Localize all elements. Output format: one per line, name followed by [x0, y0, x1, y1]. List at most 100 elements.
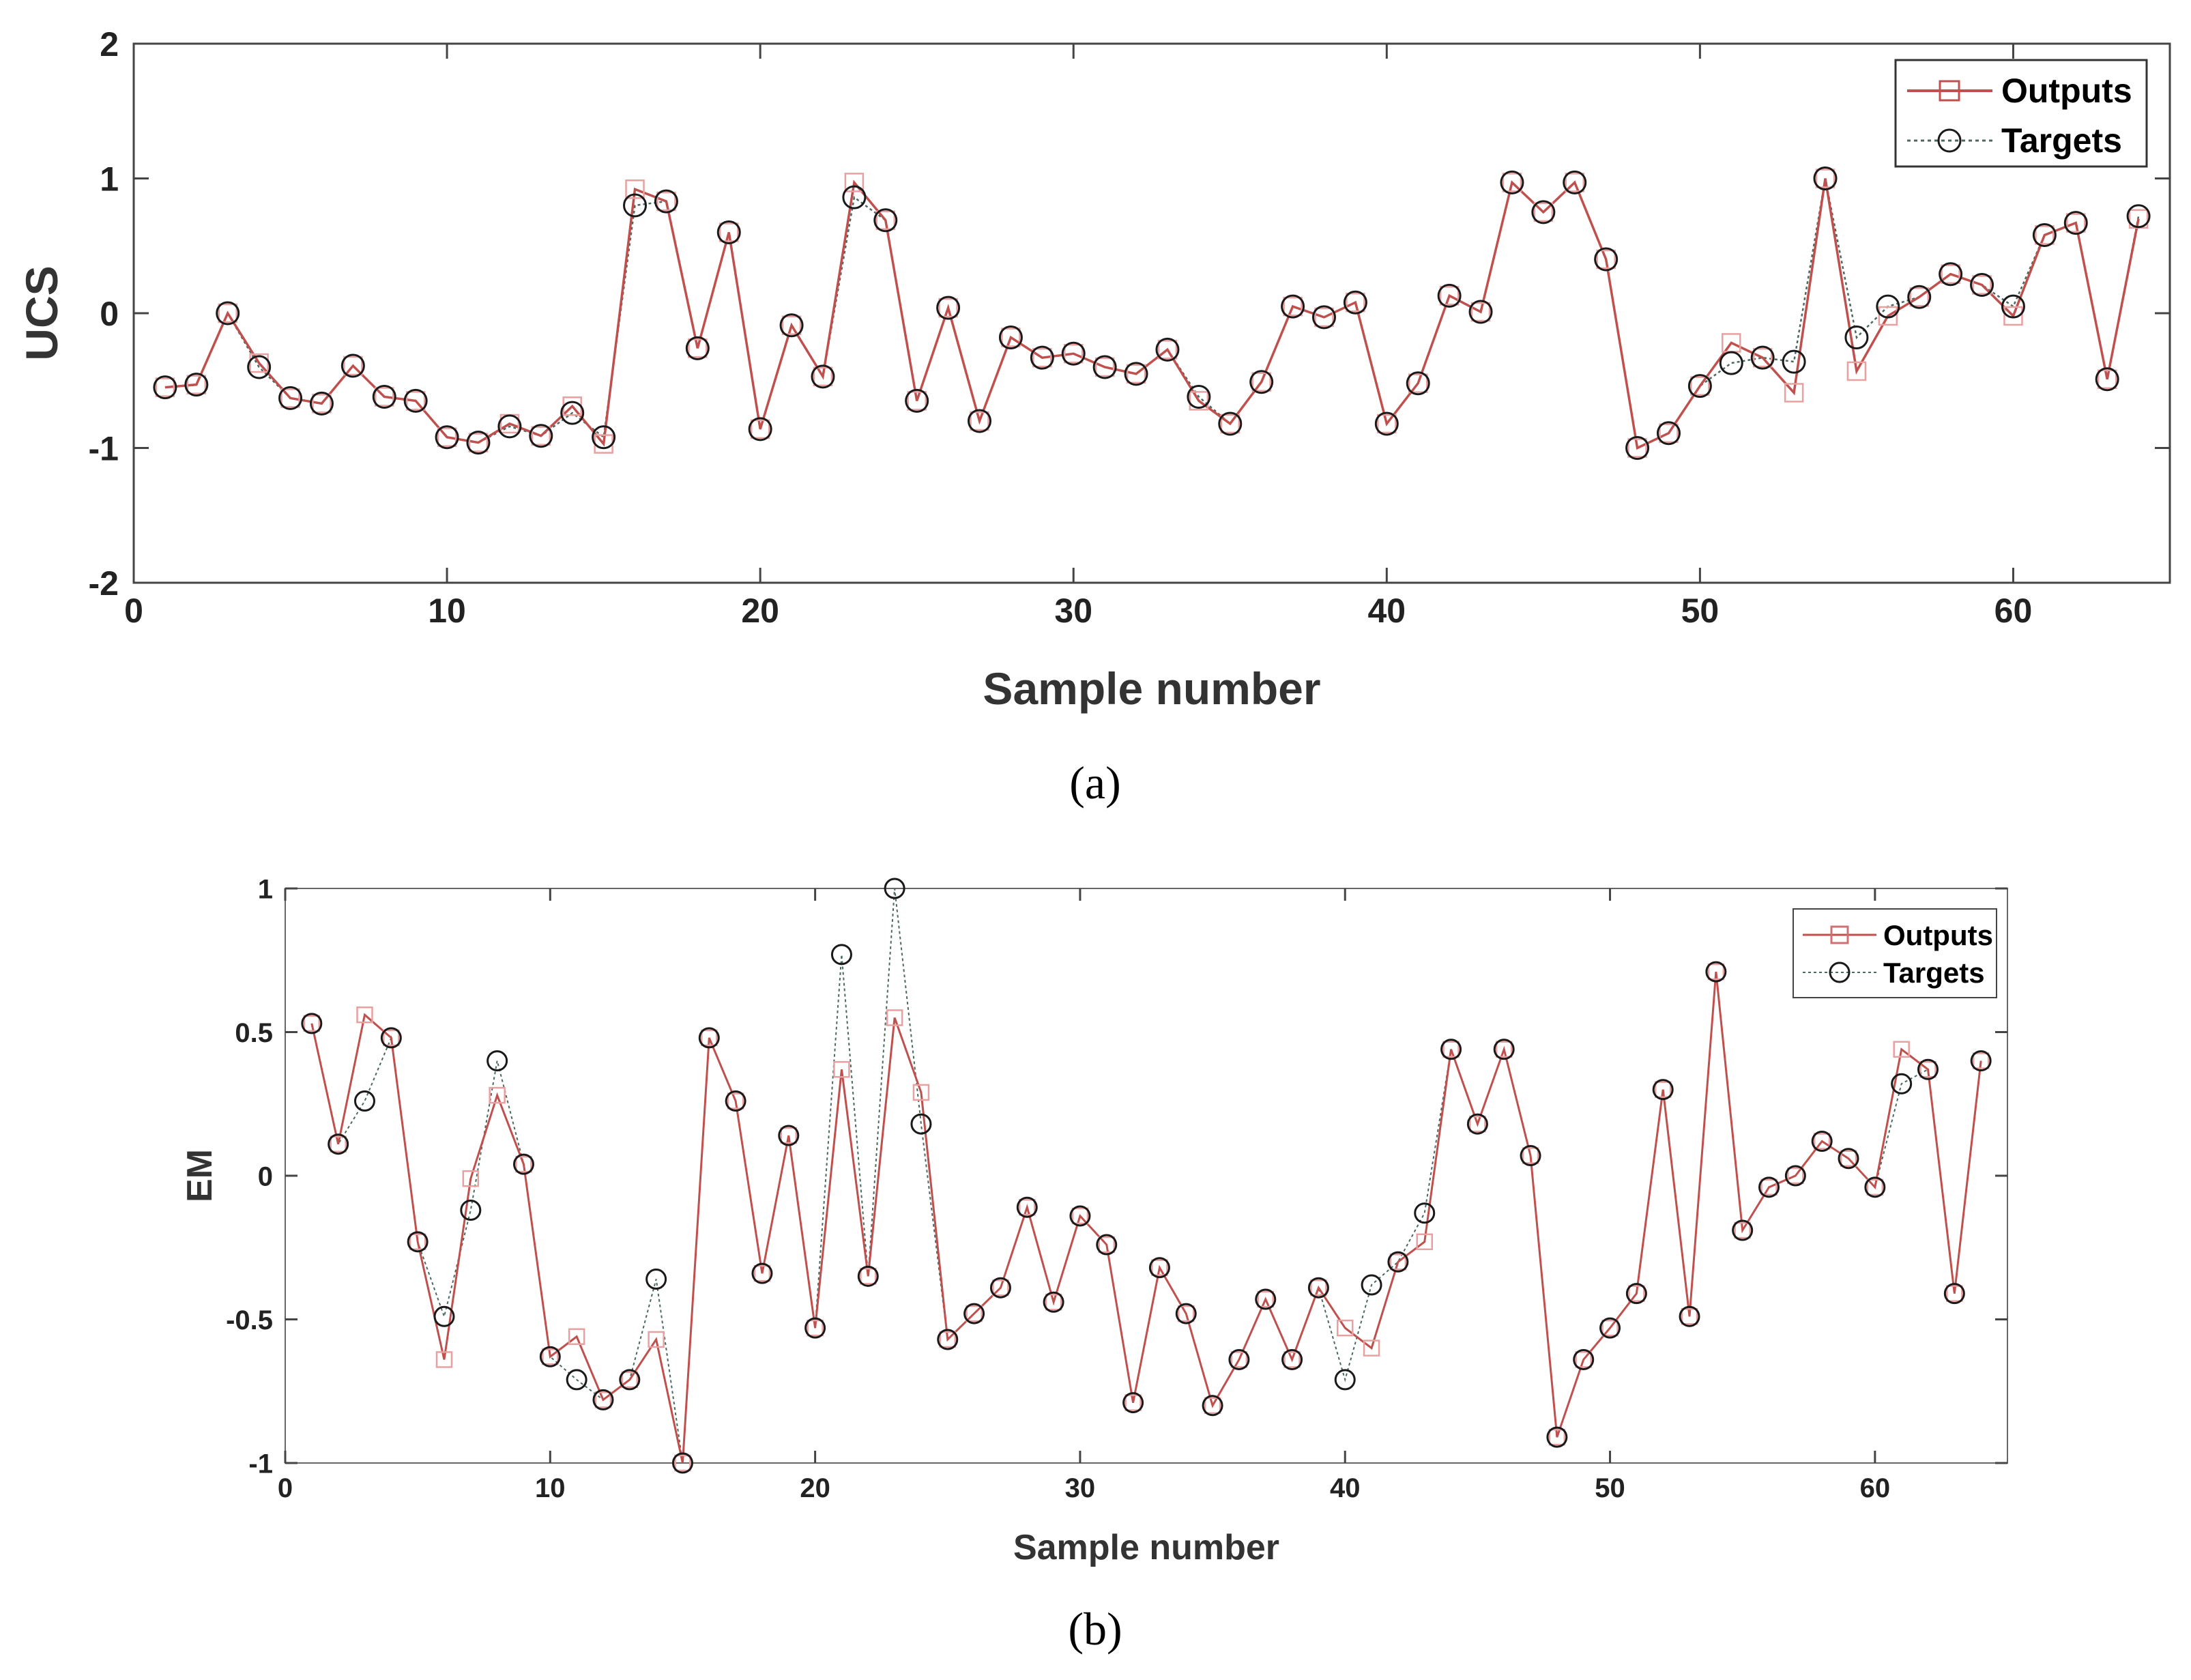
targets-point [1437, 283, 1462, 308]
outputs-point [1220, 414, 1240, 434]
targets-point [936, 295, 961, 320]
outputs-point [1946, 1285, 1963, 1302]
legend-outputs-label-a: Outputs [2001, 72, 2132, 110]
targets-point [778, 1125, 800, 1146]
targets-point [353, 1090, 375, 1112]
y-tick-label: 1 [100, 160, 119, 199]
targets-point [910, 1113, 932, 1135]
targets-point [1594, 247, 1619, 272]
outputs-point [1416, 1233, 1433, 1251]
targets-point [497, 414, 522, 439]
targets-point [1281, 294, 1305, 319]
y-tick-label: 0 [258, 1161, 273, 1191]
outputs-point [1601, 1319, 1619, 1337]
outputs-point [1681, 1308, 1698, 1325]
targets-point [560, 401, 585, 425]
targets-point [1043, 1291, 1064, 1313]
outputs-point [1972, 1052, 1990, 1069]
targets-point [2032, 222, 2057, 247]
targets-point [2001, 294, 2025, 319]
outputs-point [1001, 328, 1021, 347]
legend-b: Outputs Targets [1793, 908, 1997, 998]
targets-point [1343, 290, 1367, 315]
targets-point [1652, 1079, 1674, 1101]
targets-point [1625, 436, 1650, 460]
targets-point [592, 425, 616, 450]
y-tick-label: -0.5 [226, 1305, 273, 1335]
targets-point [487, 1050, 508, 1072]
targets-point [1917, 1058, 1939, 1080]
outputs-point [938, 298, 958, 318]
targets-point [153, 375, 177, 400]
x-axis-label-a: Sample number [983, 663, 1320, 714]
y-tick-label: 0.5 [235, 1018, 273, 1048]
outputs-point [1734, 1221, 1751, 1239]
y-tick-label: 1 [258, 874, 273, 904]
outputs-point [568, 1328, 585, 1346]
targets-point [698, 1027, 720, 1049]
y-tick-label: 0 [100, 295, 119, 333]
targets-point [1719, 351, 1743, 375]
outputs-point [249, 353, 269, 373]
outputs-point [1654, 1081, 1672, 1098]
targets-point [1030, 345, 1054, 370]
targets-point [968, 409, 992, 433]
outputs-point [833, 1060, 850, 1078]
outputs-point [1469, 1115, 1486, 1133]
outputs-point [356, 1006, 373, 1024]
targets-point [1311, 305, 1336, 330]
x-tick-label: 20 [800, 1473, 830, 1503]
outputs-point [1251, 372, 1271, 392]
outputs-point [1470, 302, 1491, 322]
outputs-point [1098, 1236, 1116, 1254]
targets-point [403, 388, 428, 413]
targets-point [1625, 1283, 1647, 1305]
outputs-point [1363, 1339, 1380, 1357]
targets-point [1656, 421, 1681, 446]
legend-outputs-label-b: Outputs [1883, 919, 1993, 951]
targets-point [529, 424, 553, 448]
outputs-point [1760, 1178, 1778, 1196]
targets-point [1970, 273, 1994, 298]
outputs-point [1784, 383, 1804, 403]
targets-point [380, 1027, 402, 1049]
targets-point [1750, 345, 1775, 370]
outputs-point [312, 394, 332, 414]
targets-point [1732, 1219, 1754, 1241]
outputs-point [886, 1009, 903, 1026]
targets-point [372, 384, 396, 409]
targets-point [247, 355, 272, 379]
outputs-point [1752, 347, 1773, 368]
targets-point [884, 878, 905, 899]
targets-point [2126, 204, 2151, 229]
outputs-point [2003, 306, 2023, 326]
targets-point [716, 220, 741, 244]
outputs-point [1310, 1279, 1327, 1297]
outputs-point [727, 1092, 744, 1110]
targets-point [619, 1369, 641, 1391]
targets-point [1500, 170, 1524, 194]
targets-point [1782, 349, 1806, 374]
outputs-point [1094, 357, 1115, 377]
outputs-point [1548, 1428, 1566, 1446]
outputs-point [625, 179, 645, 199]
y-tick-label: -2 [89, 564, 119, 603]
outputs-point [1533, 202, 1554, 222]
outputs-point [1071, 1207, 1089, 1225]
targets-point [1148, 1257, 1170, 1279]
legend-targets-marker-a [1937, 128, 1962, 153]
outputs-point [1813, 1133, 1831, 1150]
targets-point [1546, 1426, 1568, 1448]
targets-point [1844, 325, 1869, 350]
outputs-point [907, 391, 927, 411]
outputs-point [753, 1264, 771, 1282]
outputs-point [531, 426, 551, 446]
outputs-point [1346, 292, 1365, 313]
outputs-point [688, 338, 708, 358]
outputs-series-line [310, 971, 1982, 1464]
outputs-point [1919, 1060, 1936, 1078]
targets-point [1122, 1392, 1144, 1414]
targets-point [857, 1265, 879, 1287]
outputs-point [1659, 423, 1679, 444]
